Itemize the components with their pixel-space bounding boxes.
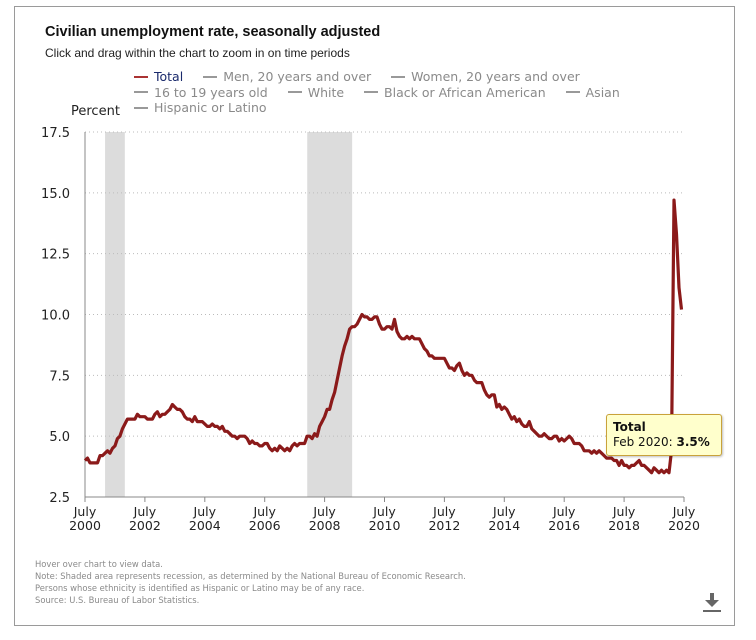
legend-label: White (307, 84, 345, 100)
x-tick-label: July (73, 504, 97, 519)
x-tick-label: 2014 (488, 518, 520, 533)
legend-label: Asian (585, 84, 620, 100)
legend-item-hispanic[interactable]: Hispanic or Latino (134, 100, 267, 116)
legend-swatch-icon (364, 91, 379, 93)
legend-label: Women, 20 years and over (411, 69, 580, 84)
recession-band (105, 132, 125, 497)
legend-label: Hispanic or Latino (154, 100, 267, 115)
x-tick-label: July (672, 504, 696, 519)
legend-item-black[interactable]: Black or African American (364, 85, 546, 101)
legend-swatch-icon (134, 75, 148, 78)
grid-layer (85, 131, 684, 437)
y-axis-label: Percent (71, 104, 120, 119)
x-tick-label: July (193, 504, 217, 519)
tooltip-date: Feb 2020: (613, 435, 673, 449)
x-tick-label: July (612, 504, 636, 519)
y-tick-label: 2.5 (49, 491, 70, 506)
legend-swatch-icon (134, 106, 148, 109)
legend-item-total[interactable]: Total (134, 69, 183, 85)
legend-swatch-icon (391, 75, 406, 78)
legend-swatch-icon (565, 91, 580, 93)
chart-title: Civilian unemployment rate, seasonally a… (45, 24, 381, 40)
x-tick-label: July (133, 504, 157, 519)
download-icon (703, 593, 721, 612)
x-tick-label: 2000 (69, 518, 101, 533)
x-tick-label: July (552, 504, 576, 519)
x-tick-label: 2010 (369, 518, 401, 533)
legend-item-16-19[interactable]: 16 to 19 years old (134, 85, 268, 101)
legend-label: 16 to 19 years old (154, 84, 268, 100)
series-line-total (83, 198, 684, 475)
x-tick-label: 2004 (189, 518, 221, 533)
x-tick-label: 2008 (309, 518, 341, 533)
y-tick-label: 10.0 (41, 309, 70, 324)
chart-subtitle: Click and drag within the chart to zoom … (45, 46, 350, 60)
y-tick-label: 5.0 (49, 430, 70, 445)
y-tick-label: 17.5 (41, 126, 70, 141)
chart-notes: Hover over chart to view data. Note: Sha… (35, 558, 466, 606)
x-tick-label: July (252, 504, 276, 519)
x-tick-label: 2018 (608, 518, 640, 533)
y-tick-label: 15.0 (41, 187, 70, 202)
tooltip-series: Total (613, 420, 646, 434)
tooltip-value: 3.5% (676, 435, 710, 449)
x-tick-label: July (432, 504, 456, 519)
x-tick-label: July (312, 504, 336, 519)
note-recession: Note: Shaded area represents recession, … (35, 571, 466, 581)
x-tick-label: 2002 (129, 518, 161, 533)
note-hispanic: Persons whose ethnicity is identified as… (35, 583, 365, 593)
x-tick-label: 2012 (428, 518, 460, 533)
legend-swatch-icon (134, 91, 148, 93)
legend-item-men-20-over[interactable]: Men, 20 years and over (203, 69, 371, 85)
recession-layer (105, 132, 353, 497)
note-source: Source: U.S. Bureau of Labor Statistics. (35, 595, 200, 605)
x-tick-label: 2016 (548, 518, 580, 533)
download-button[interactable] (700, 590, 724, 614)
legend-label: Men, 20 years and over (223, 69, 372, 84)
y-tick-label: 12.5 (41, 248, 70, 263)
legend-swatch-icon (203, 75, 218, 78)
legend-item-white[interactable]: White (287, 84, 345, 101)
legend-label: Black or African American (384, 84, 546, 100)
y-tick-label: 7.5 (49, 369, 70, 384)
legend-item-asian[interactable]: Asian (565, 84, 620, 101)
axis-layer: 2.55.07.510.012.515.017.5July2000July200… (41, 126, 700, 533)
x-tick-label: July (492, 504, 516, 519)
note-hover: Hover over chart to view data. (35, 559, 163, 569)
legend-item-women-20-over[interactable]: Women, 20 years and over (391, 69, 580, 85)
x-tick-label: 2006 (249, 518, 281, 533)
legend-swatch-icon (287, 91, 302, 93)
x-tick-label: July (372, 504, 396, 519)
data-tooltip: Total Feb 2020: 3.5% (606, 414, 722, 456)
x-tick-label: 2020 (668, 518, 700, 533)
tooltip-line: Feb 2020: 3.5% (613, 435, 715, 450)
legend: Total Men, 20 years and over Women, 20 y… (134, 69, 654, 116)
legend-label: Total (154, 69, 184, 84)
series-layer (83, 198, 684, 475)
